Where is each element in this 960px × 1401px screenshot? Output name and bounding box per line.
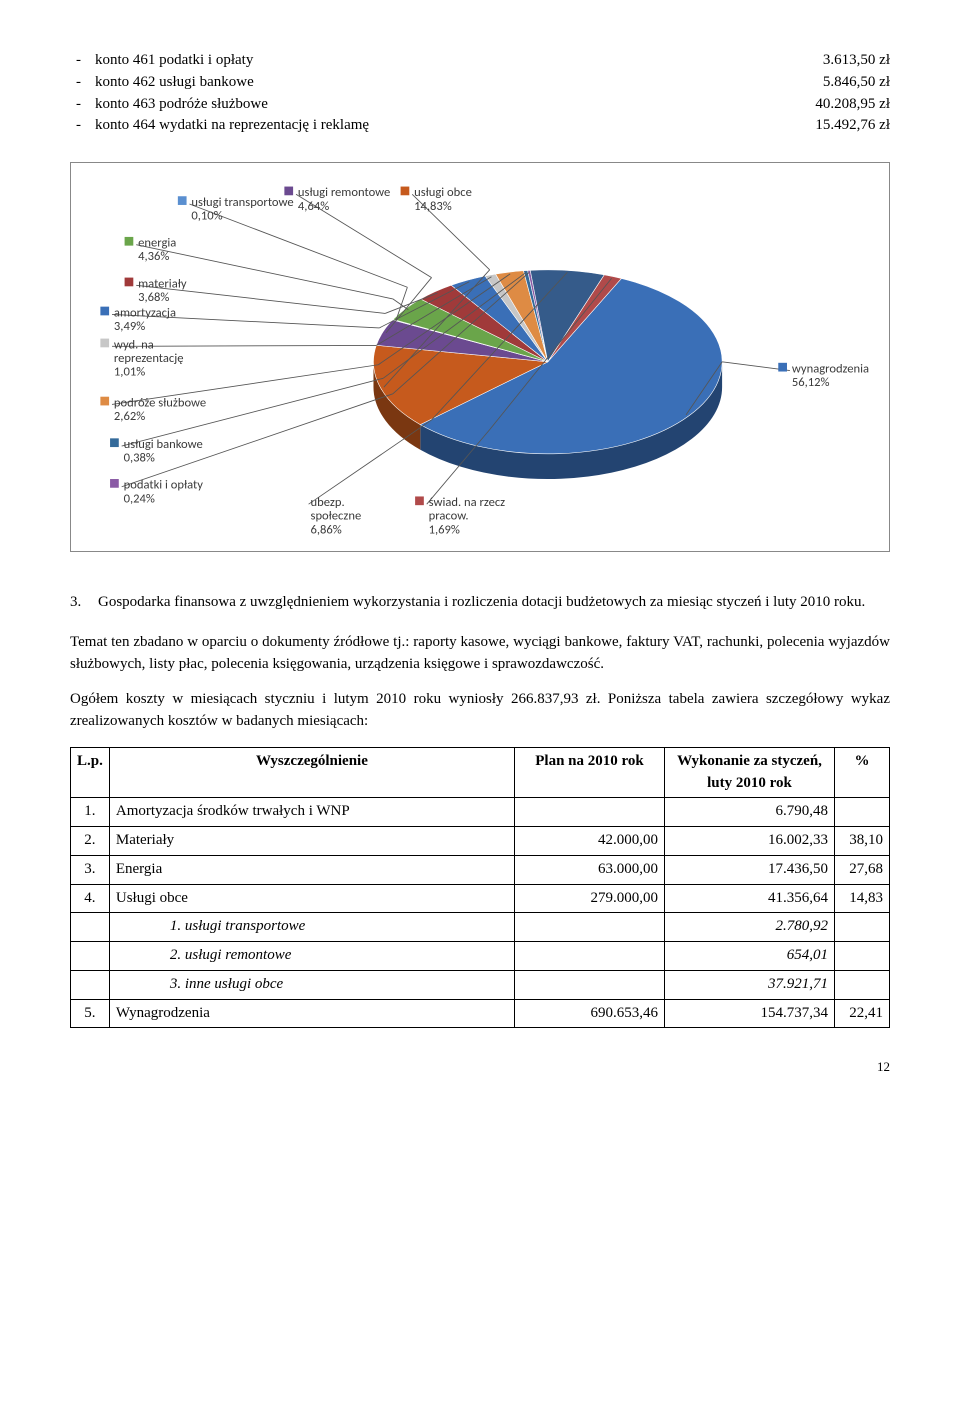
table-row: 2.Materiały42.000,0016.002,3338,10	[71, 827, 890, 856]
table-row: 4.Usługi obce279.000,0041.356,6414,83	[71, 884, 890, 913]
col-plan: Plan na 2010 rok	[515, 747, 665, 798]
account-value: 40.208,95 zł	[770, 94, 890, 116]
table-row: 1.Amortyzacja środków trwałych i WNP6.79…	[71, 798, 890, 827]
svg-text:3,68%: 3,68%	[138, 290, 169, 305]
col-name: Wyszczególnienie	[109, 747, 514, 798]
pie-chart: wynagrodzenia56,12%usługi obce14,83%usłu…	[70, 162, 890, 552]
section-title: Gospodarka finansowa z uwzględnieniem wy…	[98, 592, 865, 614]
col-lp: L.p.	[71, 747, 110, 798]
section-number: 3.	[70, 592, 88, 614]
account-label: konto 462 usługi bankowe	[95, 72, 770, 94]
page-number: 12	[70, 1058, 890, 1077]
svg-text:1,01%: 1,01%	[114, 364, 145, 379]
svg-text:4,36%: 4,36%	[138, 249, 169, 264]
account-label: konto 461 podatki i opłaty	[95, 50, 770, 72]
account-list: - konto 461 podatki i opłaty 3.613,50 zł…	[70, 50, 890, 137]
svg-text:2,62%: 2,62%	[114, 409, 145, 424]
paragraph: Ogółem koszty w miesiącach styczniu i lu…	[70, 689, 890, 733]
costs-table: L.p. Wyszczególnienie Plan na 2010 rok W…	[70, 747, 890, 1029]
svg-text:1,69%: 1,69%	[429, 522, 460, 537]
svg-text:6,86%: 6,86%	[311, 522, 342, 537]
list-item: - konto 462 usługi bankowe 5.846,50 zł	[70, 72, 890, 94]
table-row: 3. inne usługi obce37.921,71	[71, 970, 890, 999]
table-row: 3.Energia63.000,0017.436,5027,68	[71, 855, 890, 884]
svg-text:0,10%: 0,10%	[191, 208, 222, 223]
svg-text:14,83%: 14,83%	[414, 199, 452, 214]
table-row: 5.Wynagrodzenia690.653,46154.737,3422,41	[71, 999, 890, 1028]
list-item: - konto 463 podróże służbowe 40.208,95 z…	[70, 94, 890, 116]
account-label: konto 464 wydatki na reprezentację i rek…	[95, 115, 770, 137]
svg-text:0,24%: 0,24%	[124, 491, 155, 506]
list-item: - konto 464 wydatki na reprezentację i r…	[70, 115, 890, 137]
account-value: 3.613,50 zł	[770, 50, 890, 72]
section-heading: 3. Gospodarka finansowa z uwzględnieniem…	[70, 592, 890, 614]
account-value: 5.846,50 zł	[770, 72, 890, 94]
col-pct: %	[835, 747, 890, 798]
pie-chart-svg: wynagrodzenia56,12%usługi obce14,83%usłu…	[81, 173, 879, 541]
svg-text:56,12%: 56,12%	[792, 375, 830, 390]
svg-text:0,38%: 0,38%	[124, 451, 155, 466]
paragraph: Temat ten zbadano w oparciu o dokumenty …	[70, 632, 890, 676]
col-exec: Wykonanie za styczeń, luty 2010 rok	[665, 747, 835, 798]
svg-text:4,64%: 4,64%	[298, 199, 329, 214]
account-value: 15.492,76 zł	[770, 115, 890, 137]
table-row: 1. usługi transportowe2.780,92	[71, 913, 890, 942]
svg-text:3,49%: 3,49%	[114, 319, 145, 334]
account-label: konto 463 podróże służbowe	[95, 94, 770, 116]
list-item: - konto 461 podatki i opłaty 3.613,50 zł	[70, 50, 890, 72]
table-row: 2. usługi remontowe654,01	[71, 942, 890, 971]
